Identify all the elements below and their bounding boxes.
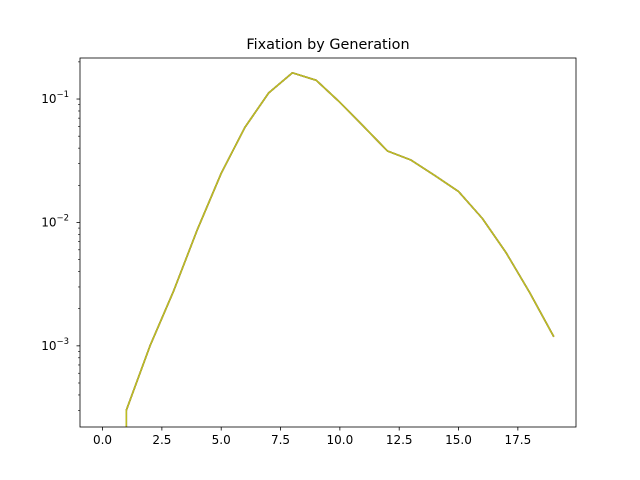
y-axis: 10−3 10−2 10−1: [41, 61, 80, 411]
x-tick-label: 0.0: [93, 433, 112, 447]
x-tick-label: 17.5: [504, 433, 531, 447]
x-tick-label: 10.0: [327, 433, 354, 447]
y-tick-label: 10−2: [41, 213, 69, 229]
x-tick-label: 15.0: [445, 433, 472, 447]
x-tick-label: 2.5: [152, 433, 171, 447]
series-layer: [125, 72, 555, 427]
x-tick-label: 7.5: [271, 433, 290, 447]
y-tick-label: 10−1: [41, 90, 69, 106]
x-tick-label: 12.5: [386, 433, 413, 447]
series-line-7: [125, 72, 555, 427]
plot-frame: [79, 57, 577, 428]
x-tick-label: 5.0: [212, 433, 231, 447]
y-tick-label: 10−3: [41, 337, 69, 353]
chart-title: Fixation by Generation: [246, 37, 409, 53]
x-axis: 0.0 2.5 5.0 7.5 10.0 12.5 15.0 17.5: [93, 427, 531, 447]
